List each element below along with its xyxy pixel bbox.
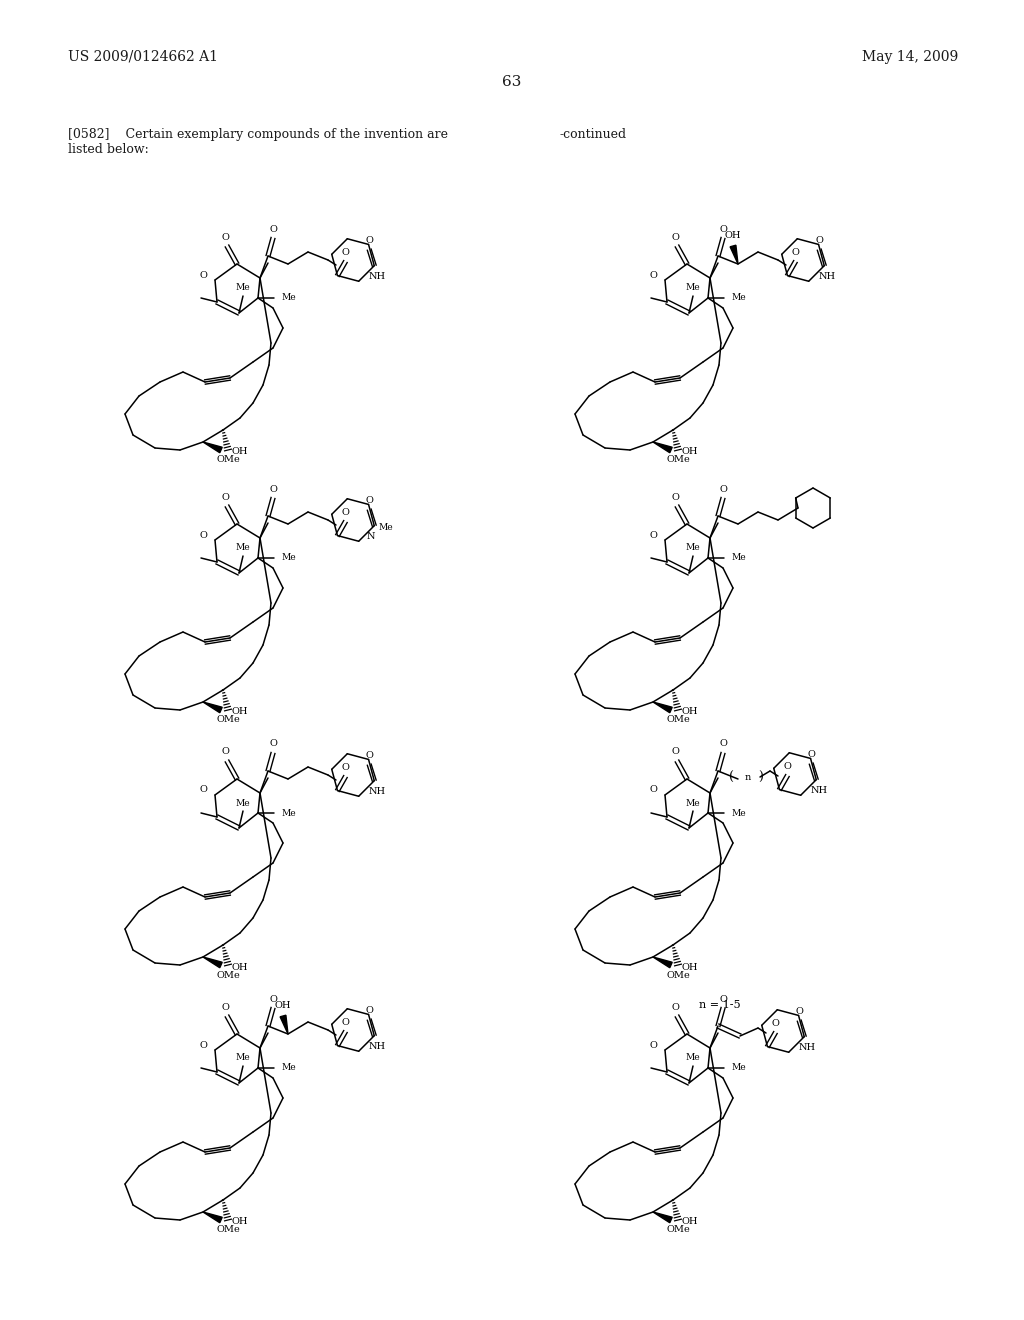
Text: O: O	[366, 751, 373, 760]
Text: Me: Me	[236, 284, 250, 293]
Text: OH: OH	[231, 1217, 248, 1226]
Text: O: O	[719, 994, 727, 1003]
Text: Me: Me	[236, 799, 250, 808]
Text: NH: NH	[369, 272, 386, 281]
Text: Me: Me	[732, 808, 746, 817]
Polygon shape	[203, 442, 222, 453]
Text: O: O	[269, 484, 276, 494]
Text: O: O	[771, 1019, 779, 1028]
Text: Me: Me	[686, 544, 700, 553]
Text: OMe: OMe	[667, 1225, 690, 1234]
Text: O: O	[199, 531, 207, 540]
Text: OH: OH	[231, 447, 248, 457]
Text: OH: OH	[231, 708, 248, 717]
Polygon shape	[203, 702, 222, 713]
Text: O: O	[342, 248, 349, 257]
Polygon shape	[653, 442, 672, 453]
Polygon shape	[653, 702, 672, 713]
Text: Me: Me	[379, 523, 393, 532]
Text: O: O	[269, 739, 276, 748]
Text: Me: Me	[282, 553, 297, 562]
Text: O: O	[199, 785, 207, 795]
Text: O: O	[671, 1002, 679, 1011]
Polygon shape	[653, 1212, 672, 1222]
Polygon shape	[203, 1212, 222, 1222]
Text: OH: OH	[725, 231, 741, 240]
Text: O: O	[221, 1002, 229, 1011]
Text: [0582]    Certain exemplary compounds of the invention are
listed below:: [0582] Certain exemplary compounds of th…	[68, 128, 449, 156]
Text: O: O	[269, 994, 276, 1003]
Text: O: O	[796, 1007, 803, 1016]
Text: Me: Me	[282, 1064, 297, 1072]
Text: NH: NH	[369, 787, 386, 796]
Text: OMe: OMe	[667, 715, 690, 725]
Polygon shape	[203, 957, 222, 968]
Text: Me: Me	[732, 293, 746, 302]
Text: O: O	[199, 1040, 207, 1049]
Text: Me: Me	[236, 544, 250, 553]
Text: O: O	[199, 271, 207, 280]
Text: O: O	[671, 232, 679, 242]
Text: O: O	[783, 762, 792, 771]
Text: n = 1-5: n = 1-5	[699, 1001, 740, 1010]
Text: O: O	[221, 747, 229, 756]
Text: NH: NH	[811, 785, 827, 795]
Text: O: O	[221, 492, 229, 502]
Text: O: O	[671, 492, 679, 502]
Text: (: (	[729, 771, 734, 784]
Text: O: O	[342, 763, 349, 772]
Text: NH: NH	[799, 1043, 816, 1052]
Text: O: O	[807, 750, 815, 759]
Text: Me: Me	[236, 1053, 250, 1063]
Text: -continued: -continued	[560, 128, 627, 141]
Text: Me: Me	[686, 1053, 700, 1063]
Text: O: O	[366, 496, 373, 506]
Text: O: O	[719, 739, 727, 748]
Text: n: n	[744, 772, 752, 781]
Text: O: O	[719, 224, 727, 234]
Text: OH: OH	[681, 1217, 697, 1226]
Text: 63: 63	[503, 75, 521, 88]
Text: O: O	[719, 484, 727, 494]
Text: O: O	[815, 236, 823, 246]
Text: May 14, 2009: May 14, 2009	[862, 50, 958, 63]
Text: O: O	[342, 1018, 349, 1027]
Text: US 2009/0124662 A1: US 2009/0124662 A1	[68, 50, 218, 63]
Text: Me: Me	[686, 284, 700, 293]
Text: NH: NH	[819, 272, 836, 281]
Text: O: O	[649, 531, 657, 540]
Text: ): )	[758, 771, 763, 784]
Text: O: O	[221, 232, 229, 242]
Text: Me: Me	[732, 553, 746, 562]
Polygon shape	[281, 1015, 288, 1034]
Text: O: O	[649, 785, 657, 795]
Polygon shape	[730, 246, 738, 264]
Text: OMe: OMe	[667, 455, 690, 465]
Text: O: O	[649, 1040, 657, 1049]
Text: OH: OH	[681, 962, 697, 972]
Text: OH: OH	[231, 962, 248, 972]
Text: O: O	[269, 224, 276, 234]
Text: O: O	[671, 747, 679, 756]
Text: O: O	[792, 248, 800, 257]
Text: O: O	[342, 508, 349, 517]
Text: OH: OH	[274, 1002, 291, 1011]
Polygon shape	[653, 957, 672, 968]
Text: Me: Me	[686, 799, 700, 808]
Text: OMe: OMe	[216, 715, 240, 725]
Text: Me: Me	[282, 293, 297, 302]
Text: OMe: OMe	[216, 1225, 240, 1234]
Text: OH: OH	[681, 708, 697, 717]
Text: OMe: OMe	[216, 970, 240, 979]
Text: O: O	[366, 236, 373, 246]
Text: O: O	[366, 1006, 373, 1015]
Text: NH: NH	[369, 1041, 386, 1051]
Text: OMe: OMe	[216, 455, 240, 465]
Text: O: O	[649, 271, 657, 280]
Text: OMe: OMe	[667, 970, 690, 979]
Text: Me: Me	[282, 808, 297, 817]
Text: N: N	[367, 532, 375, 541]
Text: Me: Me	[732, 1064, 746, 1072]
Text: OH: OH	[681, 447, 697, 457]
